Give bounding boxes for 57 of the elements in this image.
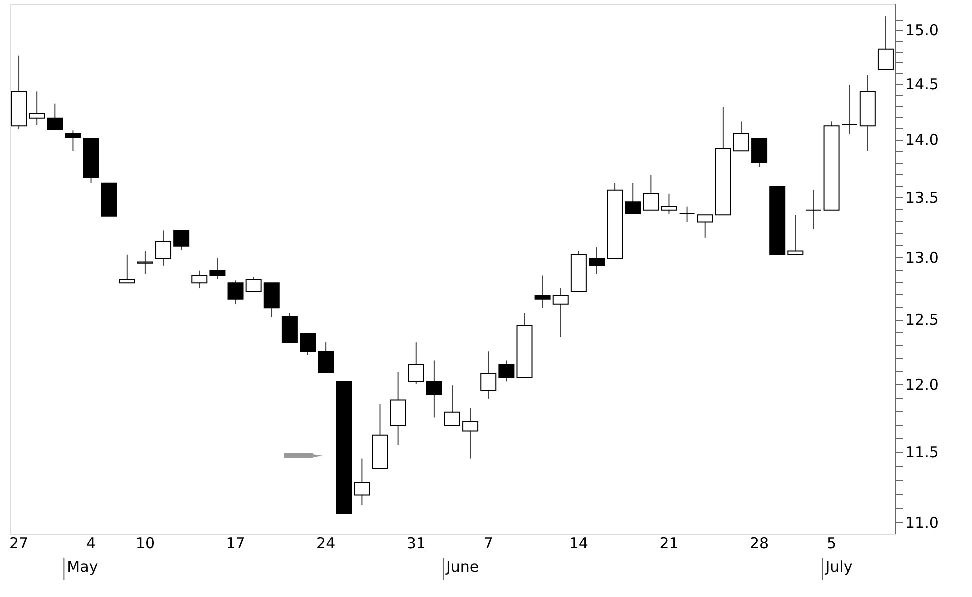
candlestick [661, 193, 678, 214]
candlestick [47, 103, 64, 130]
y-tick-label: 14.5 [906, 76, 939, 94]
y-tick-label: 14.0 [906, 131, 939, 150]
x-tick-label: 5 [827, 534, 837, 552]
candlestick [300, 333, 316, 356]
x-tick-label: 4 [86, 534, 96, 552]
x-tick-label: 10 [136, 534, 156, 552]
candlestick [65, 130, 82, 152]
candlestick [228, 280, 244, 305]
x-tick-label: 14 [569, 534, 588, 552]
candlestick [480, 351, 497, 400]
candlestick [462, 408, 479, 460]
candlestick [318, 342, 334, 373]
candlestick [210, 258, 226, 280]
y-tick-label: 12.0 [906, 376, 939, 394]
candlestick [679, 206, 696, 223]
candlestick [534, 275, 551, 309]
candlestick [697, 214, 714, 238]
candlestick [137, 250, 154, 275]
x-tick-label: 27 [9, 534, 29, 552]
y-tick-label: 12.5 [906, 311, 939, 330]
candlestick [408, 342, 424, 385]
candlestick [498, 360, 515, 382]
candlestick [552, 288, 569, 338]
candlestick [426, 360, 442, 418]
candlestick [788, 214, 804, 256]
y-tick-label: 11.0 [906, 514, 939, 532]
candlestick [878, 16, 894, 70]
candlestick [174, 230, 190, 251]
y-tick-label: 13.5 [906, 188, 939, 207]
text: July [824, 558, 853, 576]
x-tick-label: 21 [660, 534, 679, 552]
candlestick [29, 91, 46, 126]
candlestick [354, 458, 370, 506]
candlestick [752, 138, 768, 168]
x-tick-label: 28 [750, 534, 770, 552]
candlestick [156, 230, 172, 266]
candlestick [246, 276, 262, 292]
candlestick [643, 174, 660, 211]
candlestick [192, 270, 208, 289]
candlestick [444, 385, 460, 426]
x-tick-label: 17 [226, 534, 246, 552]
y-tick-label: 15.0 [906, 22, 939, 40]
text: June [445, 558, 480, 576]
y-tick-label: 13.0 [906, 248, 939, 267]
candlestick [842, 84, 858, 135]
x-tick-label: 7 [484, 534, 494, 552]
candlestick [119, 254, 136, 284]
candlestick [588, 247, 605, 275]
candlestick [625, 182, 642, 214]
text: May [67, 558, 98, 576]
y-tick-label: 11.5 [906, 443, 939, 462]
x-tick-label: 31 [406, 534, 426, 552]
x-tick-label: 24 [316, 534, 336, 552]
candlestick [806, 190, 822, 230]
candlestick [733, 121, 750, 152]
